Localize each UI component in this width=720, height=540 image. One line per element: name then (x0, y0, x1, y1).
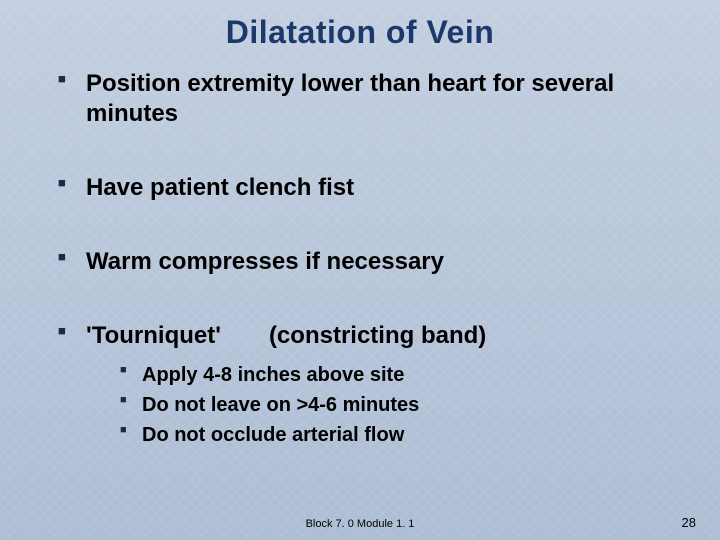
slide-title: Dilatation of Vein (0, 0, 720, 51)
page-number: 28 (682, 515, 696, 530)
bullet-item: Warm compresses if necessary (58, 247, 680, 277)
bullet-text: Position extremity lower than heart for … (86, 70, 614, 127)
bullet-text: 'Tourniquet' (constricting band) (86, 322, 486, 349)
sub-bullet-text: Do not occlude arterial flow (142, 424, 404, 446)
sub-bullet-text: Apply 4-8 inches above site (142, 364, 404, 386)
sub-bullet-item: Do not leave on >4-6 minutes (120, 391, 680, 419)
slide: Dilatation of Vein Position extremity lo… (0, 0, 720, 540)
sub-bullet-text: Do not leave on >4-6 minutes (142, 394, 419, 416)
sub-bullet-item: Do not occlude arterial flow (120, 421, 680, 449)
bullet-text: Have patient clench fist (86, 174, 354, 201)
slide-footer: Block 7. 0 Module 1. 1 (0, 518, 720, 530)
bullet-list-main: Position extremity lower than heart for … (0, 69, 720, 449)
bullet-text: Warm compresses if necessary (86, 248, 444, 275)
sub-bullet-item: Apply 4-8 inches above site (120, 361, 680, 389)
bullet-item: Position extremity lower than heart for … (58, 69, 680, 129)
bullet-item: Have patient clench fist (58, 173, 680, 203)
bullet-item: 'Tourniquet' (constricting band) Apply 4… (58, 321, 680, 449)
bullet-list-sub: Apply 4-8 inches above site Do not leave… (86, 361, 680, 449)
